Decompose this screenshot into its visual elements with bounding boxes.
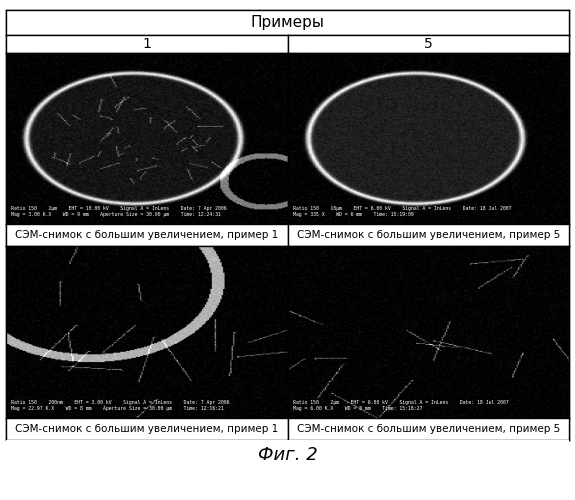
Text: Ratio 150    2µm    EHT = 6.00 kV    Signal A = InLens    Date: 18 Jul 2007
Mag : Ratio 150 2µm EHT = 6.00 kV Signal A = I… xyxy=(293,400,509,410)
Text: Ratio 150    10µm    EHT = 6.00 kV    Signal A = InLens    Date: 18 Jul 2007
Mag: Ratio 150 10µm EHT = 6.00 kV Signal A = … xyxy=(293,206,512,217)
Text: 1: 1 xyxy=(142,37,151,51)
Text: Ratio 150    200nm    EHT = 3.00 kV    Signal A = InLens    Date: 7 Apr 2006
Mag: Ratio 150 200nm EHT = 3.00 kV Signal A =… xyxy=(12,400,230,410)
Text: Ratio 150    2µm    EHT = 10.00 kV    Signal A = InLens    Date: 7 Apr 2006
Mag : Ratio 150 2µm EHT = 10.00 kV Signal A = … xyxy=(12,206,227,217)
Text: Примеры: Примеры xyxy=(251,15,324,30)
Text: СЭМ-снимок с большим увеличением, пример 1: СЭМ-снимок с большим увеличением, пример… xyxy=(15,230,278,240)
Text: Фиг. 2: Фиг. 2 xyxy=(258,446,317,464)
Text: 5: 5 xyxy=(424,37,433,51)
Text: СЭМ-снимок с большим увеличением, пример 5: СЭМ-снимок с большим увеличением, пример… xyxy=(297,424,560,434)
Text: СЭМ-снимок с большим увеличением, пример 1: СЭМ-снимок с большим увеличением, пример… xyxy=(15,424,278,434)
Text: СЭМ-снимок с большим увеличением, пример 5: СЭМ-снимок с большим увеличением, пример… xyxy=(297,230,560,240)
